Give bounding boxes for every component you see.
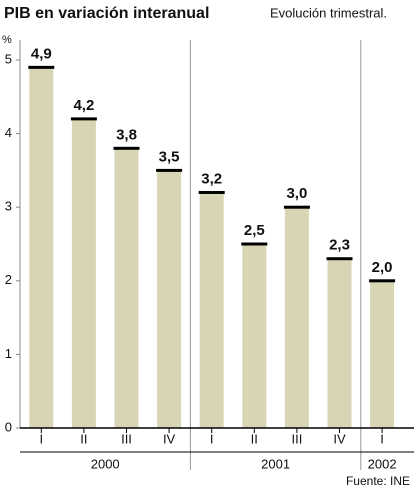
y-axis-label: % (2, 34, 12, 46)
y-tick-label: 1 (5, 346, 12, 361)
bar (242, 244, 267, 428)
value-label: 2,5 (244, 222, 265, 239)
value-label: 2,0 (372, 259, 393, 276)
group-label: 2001 (261, 456, 290, 471)
group-label: 2000 (91, 456, 120, 471)
y-tick-label: 2 (5, 272, 12, 287)
value-label: 4,2 (73, 97, 94, 114)
bar-cap (241, 242, 268, 246)
source: Fuente: INE (346, 474, 410, 488)
bar (157, 170, 182, 428)
bar (199, 192, 224, 428)
y-tick-label: 0 (5, 419, 12, 434)
bar (29, 67, 54, 429)
x-tick-label: IV (333, 431, 346, 446)
x-tick-label: II (251, 431, 258, 446)
bar (327, 258, 352, 428)
x-tick-label: II (80, 431, 87, 446)
bar-cap (113, 146, 140, 150)
bar-cap (326, 257, 353, 261)
x-tick-label: I (39, 431, 43, 446)
bar-cap (70, 117, 97, 121)
bar-cap (369, 279, 396, 283)
chart-subtitle: Evolución trimestral. (270, 5, 387, 20)
bar (284, 207, 309, 428)
value-label: 3,0 (286, 185, 307, 202)
y-tick-label: 3 (5, 199, 12, 214)
value-label: 3,5 (159, 148, 180, 165)
value-label: 4,9 (31, 45, 52, 62)
value-label: 2,3 (329, 237, 350, 254)
bar-cap (198, 190, 225, 194)
x-tick-label: I (380, 431, 384, 446)
x-tick-label: III (121, 431, 132, 446)
bar-cap (156, 168, 183, 172)
y-tick-label: 4 (5, 125, 12, 140)
x-tick-label: I (210, 431, 214, 446)
x-tick-label: IV (163, 431, 176, 446)
group-label: 2002 (368, 456, 397, 471)
chart-title: PIB en variación interanual (4, 5, 209, 22)
bar (114, 148, 139, 428)
bar-cap (28, 65, 55, 69)
value-label: 3,2 (201, 170, 222, 187)
bar (71, 118, 96, 428)
x-tick-label: III (291, 431, 302, 446)
bar-cap (283, 205, 310, 209)
value-label: 3,8 (116, 126, 137, 143)
bar (370, 280, 395, 428)
y-tick-label: 5 (5, 51, 12, 66)
